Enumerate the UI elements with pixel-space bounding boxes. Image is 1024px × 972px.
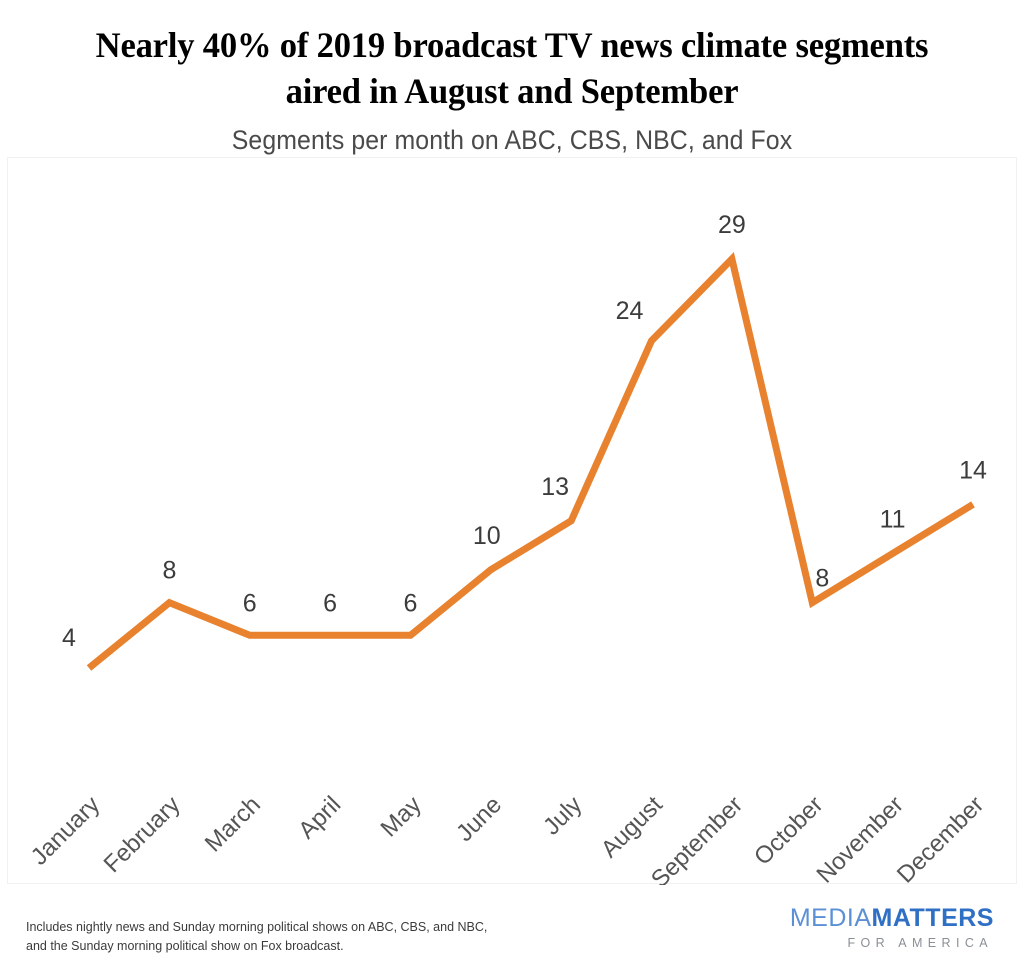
x-axis-tick-label: January <box>26 791 105 870</box>
x-axis-tick-label: May <box>376 791 427 842</box>
footnote: Includes nightly news and Sunday morning… <box>26 918 487 956</box>
x-axis-tick-label: February <box>99 791 186 878</box>
data-point-label: 8 <box>815 565 829 593</box>
data-point-label: 8 <box>162 557 176 585</box>
data-point-label: 29 <box>718 211 746 239</box>
x-axis-tick-label: December <box>892 791 989 885</box>
logo-media-text: MEDIA <box>789 904 872 932</box>
data-point-label: 6 <box>243 589 257 617</box>
x-axis-tick-label: June <box>451 791 507 847</box>
x-axis-tick-label: April <box>293 791 346 844</box>
chart-subtitle: Segments per month on ABC, CBS, NBC, and… <box>231 125 793 156</box>
series-line <box>86 252 975 671</box>
title-line-1: Nearly 40% of 2019 broadcast TV news cli… <box>95 25 929 65</box>
data-point-label: 14 <box>959 456 987 484</box>
logo-tagline: FOR AMERICA <box>847 936 993 950</box>
data-point-label: 6 <box>404 589 418 617</box>
footnote-line-1: Includes nightly news and Sunday morning… <box>26 920 488 934</box>
data-point-label: 11 <box>880 506 906 534</box>
chart-header: Nearly 40% of 2019 broadcast TV news cli… <box>0 0 1024 156</box>
title-line-2: aired in August and September <box>285 71 739 112</box>
data-point-label: 13 <box>541 473 569 501</box>
logo-wordmark: MEDIAMATTERS <box>790 906 994 931</box>
x-axis-tick-label: July <box>538 791 587 840</box>
logo-matters-text: MATTERS <box>871 904 994 932</box>
x-axis-tick-label: October <box>749 791 828 870</box>
data-point-label: 24 <box>616 297 644 325</box>
data-point-label: 4 <box>62 624 76 652</box>
page-title: Nearly 40% of 2019 broadcast TV news cli… <box>32 22 992 114</box>
data-point-label: 10 <box>473 522 501 550</box>
data-point-label: 6 <box>323 589 337 617</box>
media-matters-logo: MEDIAMATTERS FOR AMERICA <box>790 906 994 951</box>
plot-area: 4 8 6 6 6 10 13 24 29 8 11 14 January February March Ap… <box>7 157 1017 885</box>
x-axis-tick-label: March <box>200 791 266 857</box>
footnote-line-2: and the Sunday morning political show on… <box>26 938 344 953</box>
x-axis-tick-label: August <box>596 791 668 863</box>
